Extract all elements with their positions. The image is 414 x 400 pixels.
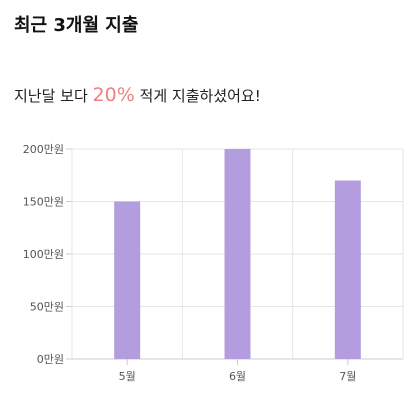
y-tick-label: 50만원 xyxy=(30,301,64,314)
x-tick-label: 7월 xyxy=(339,370,356,383)
summary-prefix: 지난달 보다 xyxy=(14,87,93,105)
bar xyxy=(334,180,361,359)
x-tick-label: 6월 xyxy=(229,370,246,383)
y-tick-label: 150만원 xyxy=(23,196,64,209)
bar xyxy=(224,149,251,359)
y-tick-label: 0만원 xyxy=(37,353,64,366)
y-tick-label: 200만원 xyxy=(23,143,64,156)
summary-percent: 20% xyxy=(92,84,135,106)
bar xyxy=(114,201,141,359)
y-tick-label: 100만원 xyxy=(23,248,64,261)
spending-summary: 지난달 보다 20% 적게 지출하셨어요! xyxy=(14,84,261,106)
summary-suffix: 적게 지출하셨어요! xyxy=(134,87,261,105)
x-tick-label: 5월 xyxy=(119,370,136,383)
section-title: 최근 3개월 지출 xyxy=(14,15,139,36)
